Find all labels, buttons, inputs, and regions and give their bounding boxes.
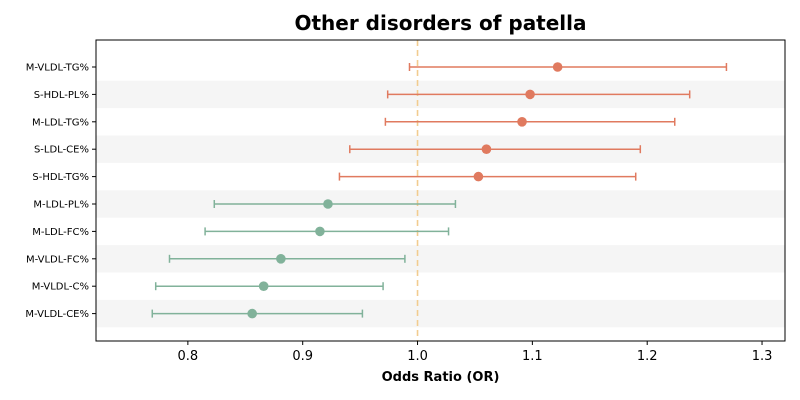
- plot-frame: [95, 39, 786, 342]
- x-axis-label: Odds Ratio (OR): [382, 370, 500, 385]
- y-tick-label: M-VLDL-C%: [32, 282, 89, 293]
- y-tick-label: S-LDL-CE%: [34, 145, 89, 156]
- row-M-LDL-FC%: [204, 226, 450, 237]
- or-point: [552, 62, 563, 72]
- row-M-LDL-TG%: [384, 117, 676, 127]
- x-tick-label: 1.1: [522, 349, 543, 364]
- y-tick-label: M-LDL-TG%: [32, 117, 89, 128]
- or-point: [323, 199, 333, 209]
- row-M-VLDL-FC%: [168, 253, 406, 264]
- y-tick-label: M-VLDL-FC%: [26, 254, 89, 265]
- x-tick-label: 0.9: [292, 349, 313, 364]
- or-point: [276, 253, 286, 264]
- or-point: [247, 308, 257, 319]
- or-point: [258, 281, 269, 292]
- x-axis-ticks: 0.8 0.9 1.0 1.1 1.2 1.3: [178, 341, 773, 364]
- y-tick-label: M-LDL-PL%: [33, 200, 89, 211]
- row-M-VLDL-C%: [154, 281, 384, 292]
- row-S-LDL-CE%: [349, 144, 642, 154]
- row-S-HDL-TG%: [338, 171, 637, 182]
- chart-title: Other disorders of patella: [294, 11, 586, 35]
- or-point: [473, 171, 484, 182]
- x-tick-label: 0.8: [178, 349, 199, 364]
- row-M-LDL-PL%: [213, 199, 457, 209]
- y-axis-labels: M-VLDL-TG% S-HDL-PL% M-LDL-TG% S-LDL-CE% S-H…: [25, 63, 96, 320]
- or-point: [315, 226, 325, 237]
- row-M-VLDL-TG%: [408, 62, 728, 72]
- y-tick-label: M-VLDL-TG%: [26, 63, 89, 74]
- x-tick-label: 1.3: [752, 349, 773, 364]
- or-point: [525, 89, 535, 100]
- data-marks: [151, 62, 728, 319]
- y-tick-label: M-VLDL-CE%: [25, 309, 89, 320]
- row-M-VLDL-CE%: [151, 308, 364, 319]
- row-S-HDL-PL%: [386, 89, 691, 100]
- y-tick-label: M-LDL-FC%: [32, 227, 89, 238]
- x-tick-label: 1.0: [407, 349, 428, 364]
- or-point: [517, 117, 527, 127]
- or-point: [481, 144, 492, 154]
- y-tick-label: S-HDL-TG%: [32, 172, 89, 183]
- y-tick-label: S-HDL-PL%: [34, 90, 89, 101]
- x-tick-label: 1.2: [637, 349, 658, 364]
